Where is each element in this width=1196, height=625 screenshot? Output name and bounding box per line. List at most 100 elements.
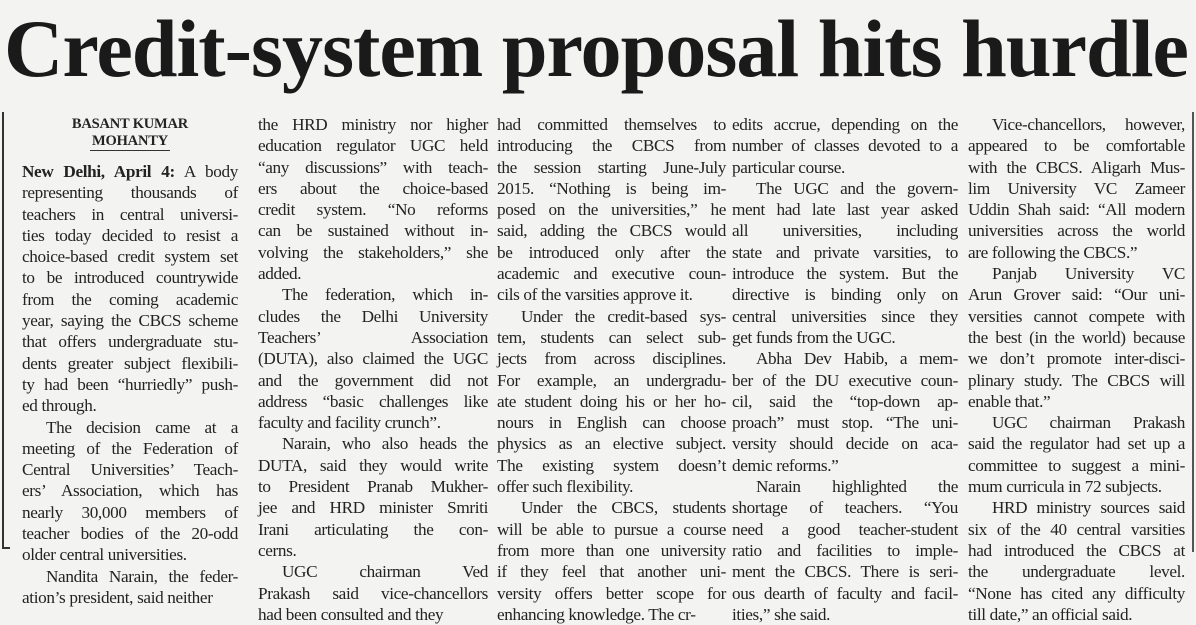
article-text-line: Narain highlighted the [756,477,958,497]
article-text-line: be introduced only after the [497,242,726,262]
article-text-line: committee to suggest a mini- [968,455,1185,475]
article-text-line: will be able to pursue a course [497,519,726,539]
article-text-line: dents greater subject flexibili- [22,353,238,373]
article-text-line: added. [258,264,302,284]
article-text-line: ation’s president, said neither [22,587,213,607]
article-text-line: had introduced the CBCS at [968,540,1185,560]
article-text-line: (DUTA), also claimed the UGC [258,349,488,369]
article-text-line: meeting of the Federation of [22,438,238,458]
article-text-line: cil, said the “top-down ap- [732,391,958,411]
article-text-line: Narain, who also heads the [282,434,488,454]
article-text-line: volving the stakeholders,” she [258,242,488,262]
article-text-line: ment the CBCS. There is seri- [732,562,958,582]
article-text-line: state and private varsities, to [732,242,958,262]
article-text-line: cerns. [258,540,297,560]
byline-line-2: MOHANTY [90,133,170,151]
article-text-line: the best (in the world) because [968,327,1185,347]
article-text-line: enhancing knowledge. The cr- [497,604,696,624]
article-column-2: the HRD ministry nor higher education reg… [258,114,488,625]
article-text-line: edits accrue, depending on the [732,115,958,134]
article-text-line: the undergraduate level. [968,562,1185,582]
article-column-4: edits accrue, depending on the number of … [732,114,958,625]
article-text-line: proach” must stop. “The uni- [732,413,958,433]
article-text-line: Arun Grover said: “Our uni- [968,285,1185,305]
article-text-line: offer such flexibility. [497,477,634,497]
article-text-line: introduce the system. But the [732,264,958,284]
article-text-line: Panjab University VC [992,264,1185,284]
article-text-line: versity should decide on aca- [732,434,958,454]
article-text-line: versities cannot compete with [968,306,1185,326]
article-text-line: ber of the DU executive coun- [732,370,958,390]
article-text-line: jects from across disciplines. [497,349,726,369]
article-text-line: nearly 30,000 members of [22,502,238,522]
article-text-line: had committed themselves to [497,115,726,134]
article-text: A body [174,162,238,181]
article-text-line: particular course. [732,157,845,177]
article-text-line: Vice-chancellors, however, [992,115,1185,134]
article-text-line: all universities, including [732,221,958,241]
article-text-line: till date,” an official said. [968,604,1133,624]
article-text-line: Abha Dev Habib, a mem- [756,349,958,369]
article-text-line: the session starting June-July [497,157,726,177]
article-text-line: enable that.” [968,391,1051,411]
article-text-line: shortage of teachers. “You [732,498,958,518]
article-text-line: ties today decided to resist a [22,225,238,245]
article-text-line: faculty and facility crunch”. [258,413,441,433]
article-text-line: ate student doing his or her ho- [497,391,726,411]
article-text-line: older central universities. [22,545,187,565]
article-text-line: HRD ministry sources said [992,498,1185,518]
article-text-line: ities,” she said. [732,604,831,624]
article-text-line: from more than one university [497,540,726,560]
article-text-line: tem, students can select sub- [497,327,726,347]
article-text-line: ratio and facilities to imple- [732,540,958,560]
article-text-line: Uddin Shah said: “All modern [968,200,1185,220]
article-text-line: appeared to be comfortable [968,136,1185,156]
article-text-line: The federation, which in- [282,285,488,305]
article-text-line: nours in English can choose [497,413,726,433]
article-text-line: ed through. [22,396,97,416]
article-text-line: universities across the world [968,221,1185,241]
article-text-line: teachers in central universi- [22,204,238,224]
headline: Credit-system proposal hits hurdle [4,3,1189,94]
article-text-line: cils of the varsities approve it. [497,285,693,305]
article-text-line: credit system. “No reforms [258,200,488,220]
article-text-line: directive is binding only on [732,285,958,305]
dateline: New Delhi, April 4: [22,162,175,181]
article-text-line: education regulator UGC held [258,136,488,156]
article-text-line: Prakash said vice-chancellors [258,583,488,603]
article-text-line: we don’t promote inter-disci- [968,349,1185,369]
article-text-line: cludes the Delhi University [258,306,488,326]
article-text-line: Teachers’ Association [258,327,488,347]
article-text-line: are following the CBCS.” [968,242,1138,262]
article-text-line: versity offers better scope for [497,583,726,603]
article-text-line: UGC chairman Prakash [992,413,1185,433]
article-text-line: Under the credit-based sys- [521,306,726,326]
article-text-line: had been consulted and they [258,604,444,624]
article-text-line: Irani articulating the con- [258,519,488,539]
byline: BASANT KUMAR MOHANTY [22,116,238,151]
article-text-line: ment had late last year asked [732,200,958,220]
article-text-line: New Delhi, April 4: A body [22,161,238,182]
article-text-line: physics as an elective subject. [497,434,726,454]
article-text-line: that offers undergraduate stu- [22,332,238,352]
article-text-line: central universities since they [732,306,958,326]
column-rule-right [1192,112,1194,552]
article-text-line: 2015. “Nothing is being im- [497,178,726,198]
article-text-line: from the coming academic [22,289,238,309]
byline-line-1: BASANT KUMAR [71,116,189,132]
article-text-line: “any discussions” with teach- [258,157,488,177]
article-text-line: address “basic challenges like [258,391,488,411]
article-text-line: Under the CBCS, students [521,498,726,518]
article-text-line: the HRD ministry nor higher [258,115,488,134]
article-text-line: need a good teacher-student [732,519,958,539]
article-text-line: “None has cited any difficulty [968,583,1185,603]
article-text-line: jee and HRD minister Smriti [258,498,488,518]
article-text-line: For example, an undergradu- [497,370,726,390]
article-text-line: lim University VC Zameer [968,178,1185,198]
article-text-line: representing thousands of [22,183,238,203]
article-text-line: Nandita Narain, the feder- [46,566,238,586]
article-text-line: to President Pranab Mukher- [258,477,488,497]
article-text-line: ers about the choice-based [258,178,488,198]
article-text-line: Central Universities’ Teach- [22,460,238,480]
article-text-line: teacher bodies of the 20-odd [22,524,238,544]
